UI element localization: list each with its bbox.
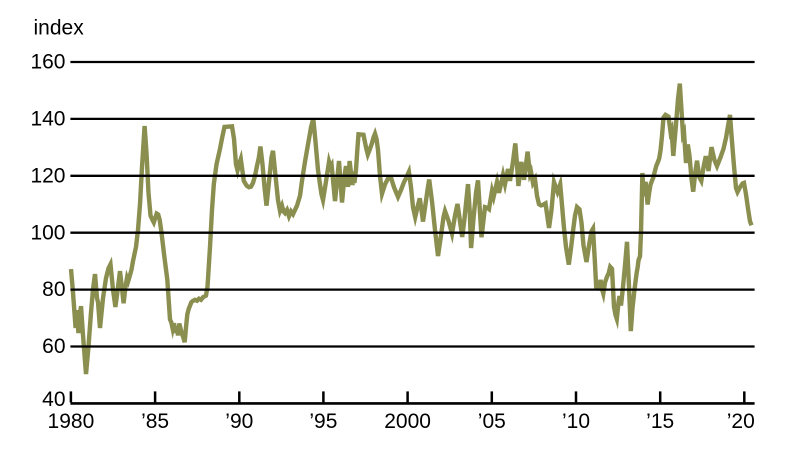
svg-text:’95: ’95 — [309, 410, 337, 433]
svg-text:’90: ’90 — [225, 410, 253, 433]
svg-text:2000: 2000 — [384, 410, 431, 433]
svg-text:140: 140 — [30, 108, 65, 131]
svg-text:120: 120 — [30, 164, 65, 187]
svg-text:100: 100 — [30, 221, 65, 244]
svg-text:80: 80 — [42, 278, 65, 301]
svg-text:’10: ’10 — [562, 410, 590, 433]
svg-text:’85: ’85 — [141, 410, 169, 433]
svg-text:40: 40 — [42, 388, 65, 411]
svg-text:1980: 1980 — [48, 410, 95, 433]
svg-text:’05: ’05 — [478, 410, 506, 433]
svg-text:60: 60 — [42, 335, 65, 358]
svg-text:index: index — [34, 17, 85, 40]
svg-text:’20: ’20 — [727, 410, 755, 433]
svg-text:160: 160 — [30, 51, 65, 74]
svg-text:’15: ’15 — [646, 410, 674, 433]
